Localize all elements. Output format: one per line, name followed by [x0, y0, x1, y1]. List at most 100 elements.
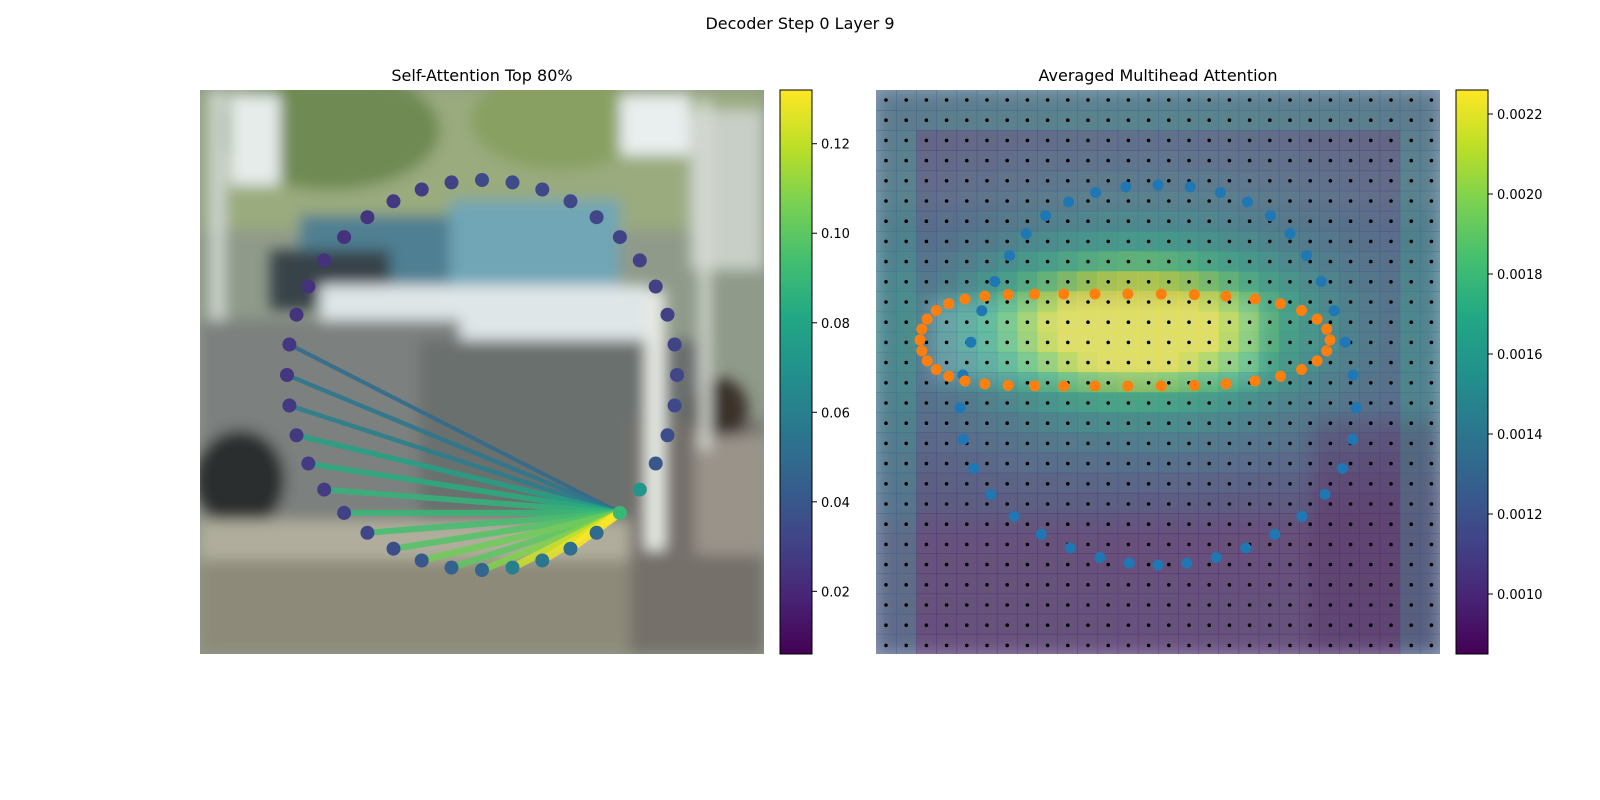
grid-dot [1066, 502, 1070, 506]
grid-dot [1167, 583, 1171, 587]
grid-dot [1187, 502, 1191, 506]
grid-dot [1146, 340, 1151, 345]
grid-dot [884, 482, 888, 486]
grid-dot [1207, 441, 1211, 446]
grid-dot [965, 461, 969, 466]
grid-dot [1409, 623, 1413, 627]
grid-dot [1409, 461, 1413, 466]
grid-dot [1106, 623, 1110, 627]
grid-dot [1025, 259, 1030, 264]
grid-dot [884, 421, 888, 426]
grid-dot [1268, 340, 1272, 345]
left-panel: Self-Attention Top 80% [200, 66, 764, 654]
grid-dot [1389, 562, 1393, 567]
grid-dot [1328, 259, 1333, 264]
grid-dot [1126, 340, 1131, 345]
attention-edge [420, 509, 621, 564]
grid-dot [1409, 300, 1413, 304]
orange-contour-point [1321, 345, 1333, 357]
grid-dot [1247, 280, 1252, 284]
grid-dot [1409, 522, 1413, 526]
orange-contour-point [1155, 380, 1167, 392]
grid-dot [1167, 360, 1171, 365]
grid-dot [1429, 562, 1434, 567]
grid-dot [1268, 118, 1272, 122]
blue-contour-point [1328, 305, 1340, 317]
grid-dot [1045, 603, 1050, 607]
grid-dot [1389, 461, 1393, 466]
grid-dot [1167, 138, 1171, 143]
grid-dot [1308, 401, 1312, 405]
grid-dot [1187, 280, 1191, 284]
grid-dot [1328, 320, 1333, 325]
orange-contour-point [1249, 293, 1261, 305]
grid-dot [1126, 461, 1131, 466]
grid-dot [1066, 643, 1070, 648]
grid-dot [1146, 360, 1151, 365]
blue-contour-point [1347, 433, 1359, 445]
grid-dot [1369, 300, 1373, 304]
grid-dot [1288, 502, 1292, 506]
contour-point [289, 428, 304, 443]
blue-contour-point [1240, 542, 1252, 554]
grid-dot [1369, 441, 1373, 446]
grid-dot [1328, 421, 1333, 426]
attention-edge [288, 403, 621, 516]
grid-dot [1227, 219, 1232, 223]
colorbar-tick-label: 0.04 [821, 496, 850, 511]
grid-dot [1086, 239, 1090, 244]
grid-dot [1045, 502, 1050, 506]
grid-dot [1268, 199, 1272, 203]
grid-dot [1227, 461, 1232, 466]
grid-dot [1187, 239, 1191, 244]
grid-dot [1086, 441, 1090, 446]
grid-dot [1348, 360, 1353, 365]
grid-dot [1227, 138, 1232, 143]
grid-dot [1369, 401, 1373, 405]
grid-dot [1348, 118, 1353, 122]
grid-dot [1227, 583, 1232, 587]
grid-dot [1126, 158, 1131, 163]
grid-dot [1167, 401, 1171, 405]
grid-dot [1308, 542, 1312, 547]
grid-dot [1348, 502, 1353, 506]
grid-dot [944, 340, 949, 345]
grid-dot [1207, 320, 1211, 325]
grid-dot [1207, 239, 1211, 244]
blue-contour-point [1336, 463, 1348, 474]
grid-dot [965, 502, 969, 506]
grid-dot [1348, 158, 1353, 163]
blue-contour-point [957, 433, 969, 445]
grid-dot [1126, 603, 1131, 607]
grid-dot [1348, 381, 1353, 385]
grid-dot [1167, 441, 1171, 446]
grid-dot [1348, 138, 1353, 143]
grid-dot [1126, 502, 1131, 506]
grid-dot [1227, 421, 1232, 426]
grid-dot [1025, 340, 1030, 345]
grid-dot [1389, 118, 1393, 122]
orange-contour-point [959, 375, 971, 387]
grid-dot [1348, 643, 1353, 648]
grid-dot [1066, 583, 1070, 587]
grid-dot [985, 482, 989, 486]
grid-dot [1045, 179, 1050, 183]
contour-point [589, 210, 604, 225]
grid-dot [1167, 562, 1171, 567]
grid-dot [884, 381, 888, 385]
grid-dot [904, 441, 908, 446]
colorbar-tick-label: 0.0018 [1497, 268, 1543, 283]
grid-dot [1005, 441, 1009, 446]
grid-dot [884, 239, 888, 244]
grid-dot [1066, 300, 1070, 304]
grid-dot [1288, 542, 1292, 547]
grid-dot [1167, 259, 1171, 264]
grid-dot [924, 280, 929, 284]
grid-dot [985, 583, 989, 587]
blue-contour-point [989, 276, 1001, 287]
grid-dot [1429, 118, 1434, 122]
grid-dot [1066, 158, 1070, 163]
grid-dot [924, 98, 929, 102]
blue-contour-point [1123, 557, 1135, 569]
grid-dot [904, 401, 908, 405]
